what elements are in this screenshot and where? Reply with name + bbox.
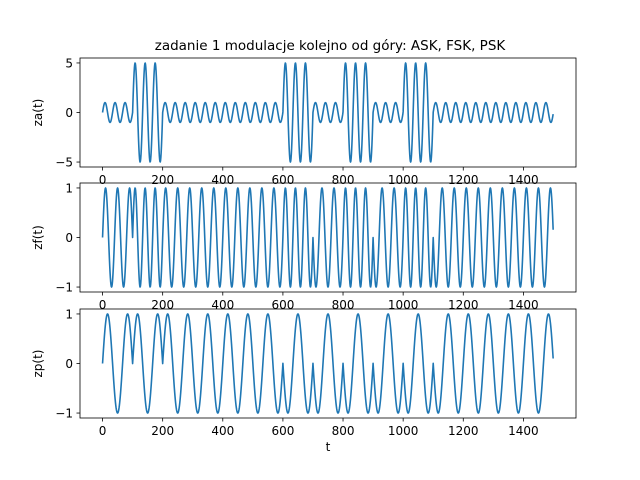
subplot-ask: 0 200 400 600 800 1000 1200 1400 −5 0 5 za(t) <box>31 56 577 187</box>
y-tick-label: 1 <box>65 307 73 321</box>
axes-frame <box>79 308 577 419</box>
x-tick-label: 1200 <box>448 298 479 312</box>
x-tick-label: 1400 <box>508 298 539 312</box>
x-tick-label: 1000 <box>388 424 419 438</box>
x-tick-label: 0 <box>99 298 107 312</box>
subplot-fsk: 0 200 400 600 800 1000 1200 1400 −1 0 1 zf(t) <box>31 181 577 312</box>
x-tick-label: 200 <box>151 173 174 187</box>
x-tick-label: 1400 <box>508 424 539 438</box>
y-tick-label: 5 <box>65 56 73 70</box>
y-axis-label: zf(t) <box>31 225 45 250</box>
y-axis-label: zp(t) <box>31 350 45 378</box>
y-tick-label: −1 <box>55 407 73 421</box>
x-tick-label: 1000 <box>388 298 419 312</box>
y-tick-label: 0 <box>65 231 73 245</box>
x-axis-label: t <box>326 440 331 454</box>
x-tick-label: 0 <box>99 173 107 187</box>
y-tick-label: 0 <box>65 106 73 120</box>
x-tick-label: 400 <box>211 424 234 438</box>
x-tick-label: 400 <box>211 173 234 187</box>
chart-title: zadanie 1 modulacje kolejno od góry: ASK… <box>155 38 507 54</box>
y-tick-label: −1 <box>55 281 73 295</box>
series-line-psk <box>101 313 554 414</box>
x-tick-label: 600 <box>271 173 294 187</box>
x-tick-label: 1200 <box>448 424 479 438</box>
x-tick-label: 800 <box>332 298 355 312</box>
series-line-fsk <box>101 187 554 288</box>
x-tick-label: 600 <box>271 298 294 312</box>
x-tick-label: 1000 <box>388 173 419 187</box>
y-tick-label: 1 <box>65 181 73 195</box>
y-tick-label: −5 <box>55 156 73 170</box>
x-tick-label: 1400 <box>508 173 539 187</box>
x-tick-label: 600 <box>271 424 294 438</box>
x-tick-label: 400 <box>211 298 234 312</box>
subplot-psk: 0 200 400 600 800 1000 1200 1400 −1 0 1 zp(t) t <box>31 307 577 454</box>
x-tick-label: 1200 <box>448 173 479 187</box>
x-tick-label: 800 <box>332 173 355 187</box>
x-tick-label: 200 <box>151 424 174 438</box>
x-tick-label: 800 <box>332 424 355 438</box>
x-tick-label: 200 <box>151 298 174 312</box>
x-tick-label: 0 <box>99 424 107 438</box>
series-line-ask <box>101 62 554 163</box>
y-tick-label: 0 <box>65 357 73 371</box>
y-axis-label: za(t) <box>31 99 45 127</box>
